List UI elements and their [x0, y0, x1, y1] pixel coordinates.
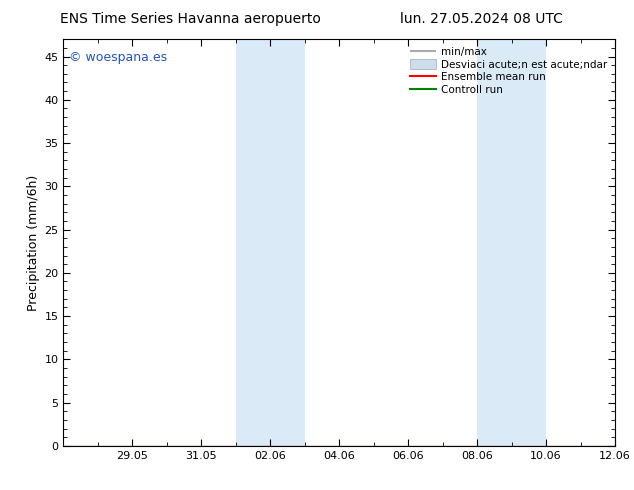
- Bar: [477, 39, 546, 446]
- Y-axis label: Precipitation (mm/6h): Precipitation (mm/6h): [27, 174, 40, 311]
- Legend: min/max, Desviaci acute;n est acute;ndar, Ensemble mean run, Controll run: min/max, Desviaci acute;n est acute;ndar…: [408, 45, 610, 98]
- Text: ENS Time Series Havanna aeropuerto: ENS Time Series Havanna aeropuerto: [60, 12, 321, 26]
- Bar: [236, 39, 305, 446]
- Text: lun. 27.05.2024 08 UTC: lun. 27.05.2024 08 UTC: [401, 12, 563, 26]
- Text: © woespana.es: © woespana.es: [69, 51, 167, 64]
